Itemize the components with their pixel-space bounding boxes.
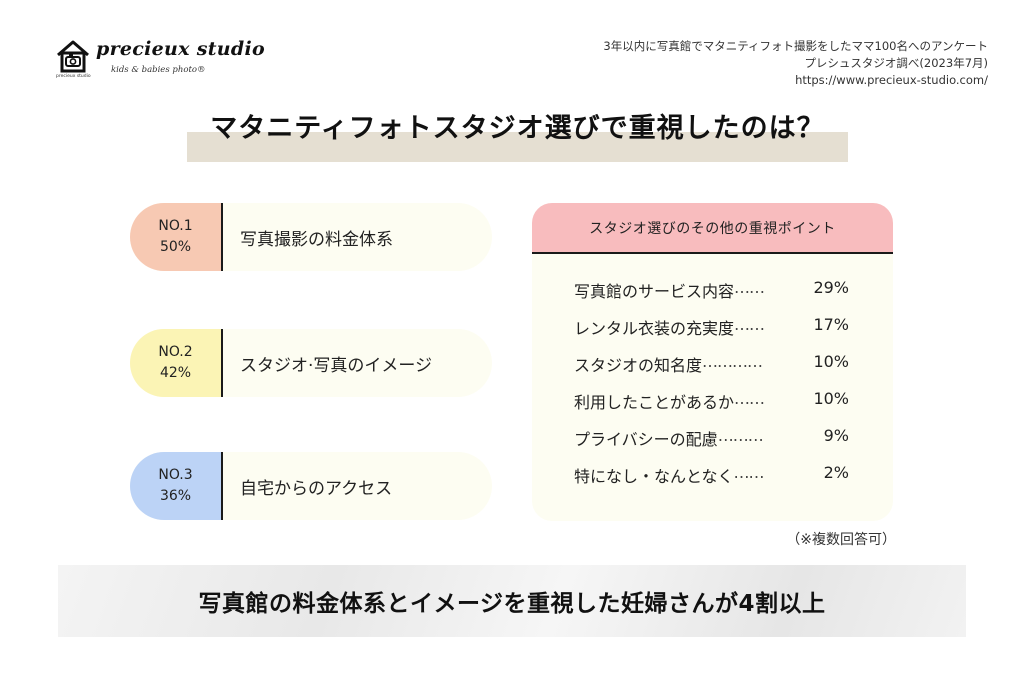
summary-banner: 写真館の料金体系とイメージを重視した妊婦さんが4割以上 <box>58 565 966 637</box>
list-item: プライバシーの配慮 ……… 9% <box>574 426 849 463</box>
source-credit: プレシュスタジオ調べ(2023年7月) <box>804 56 988 70</box>
rank-badge: NO.1 50% <box>130 203 221 271</box>
list-item: レンタル衣装の充実度 …… 17% <box>574 315 849 352</box>
list-item: 特になし・なんとなく …… 2% <box>574 463 849 500</box>
rank-number: NO.3 <box>158 467 193 483</box>
item-value: 10% <box>813 389 849 408</box>
rank-badge: NO.3 36% <box>130 452 221 520</box>
brand-logo: precieux studio kids & babies photo® pre… <box>55 36 265 84</box>
other-points-header: スタジオ選びのその他の重視ポイント <box>532 203 893 252</box>
multiple-answer-note: （※複数回答可） <box>786 532 896 548</box>
item-label: 利用したことがあるか <box>574 393 735 412</box>
item-leader: ……… <box>717 426 764 445</box>
item-leader: …… <box>734 315 765 334</box>
item-leader: …… <box>734 389 765 408</box>
house-icon <box>57 40 89 73</box>
list-item: 写真館のサービス内容 …… 29% <box>574 278 849 315</box>
item-leader: ………… <box>702 352 763 371</box>
summary-text: 写真館の料金体系とイメージを重視した妊婦さんが4割以上 <box>198 591 826 617</box>
item-label: レンタル衣装の充実度 <box>574 319 735 338</box>
item-value: 2% <box>823 463 849 482</box>
list-item: スタジオの知名度 ………… 10% <box>574 352 849 389</box>
rank-number: NO.2 <box>158 344 193 360</box>
list-item: 利用したことがあるか …… 10% <box>574 389 849 426</box>
rank-divider <box>221 329 223 397</box>
item-leader: …… <box>734 278 765 297</box>
title-highlight <box>187 132 848 162</box>
other-points-divider <box>532 252 893 254</box>
rank-percent: 42% <box>159 365 192 381</box>
rank-percent: 36% <box>159 488 192 504</box>
rank-label: 自宅からのアクセス <box>240 478 393 499</box>
source-survey: 3年以内に写真館でマタニティフォト撮影をしたママ100名へのアンケート <box>603 39 988 53</box>
item-value: 17% <box>813 315 849 334</box>
rank-percent: 50% <box>159 239 192 255</box>
logo-mini-text: precieux studio <box>56 74 91 79</box>
item-value: 9% <box>823 426 849 445</box>
rank-badge: NO.2 42% <box>130 329 221 397</box>
page-title: マタニティフォトスタジオ選びで重視したのは？ <box>210 113 825 144</box>
item-label: 特になし・なんとなく <box>574 467 734 486</box>
logo-name: precieux studio <box>96 38 265 60</box>
survey-source: 3年以内に写真館でマタニティフォト撮影をしたママ100名へのアンケート プレシュ… <box>603 38 988 89</box>
rank-number: NO.1 <box>158 218 193 234</box>
item-label: 写真館のサービス内容 <box>574 282 735 301</box>
logo-tagline: kids & babies photo® <box>111 65 206 75</box>
rank-label: 写真撮影の料金体系 <box>240 229 393 250</box>
ranking-item-3: NO.3 36% 自宅からのアクセス <box>130 452 492 520</box>
rank-divider <box>221 452 223 520</box>
other-points-list: 写真館のサービス内容 …… 29% レンタル衣装の充実度 …… 17% スタジオ… <box>574 278 849 500</box>
item-label: スタジオの知名度 <box>574 356 703 375</box>
ranking-item-2: NO.2 42% スタジオ·写真のイメージ <box>130 329 492 397</box>
ranking-item-1: NO.1 50% 写真撮影の料金体系 <box>130 203 492 271</box>
item-label: プライバシーの配慮 <box>574 430 718 449</box>
rank-divider <box>221 203 223 271</box>
item-leader: …… <box>733 463 765 482</box>
source-url: https://www.precieux-studio.com/ <box>795 73 988 87</box>
other-points-panel: スタジオ選びのその他の重視ポイント 写真館のサービス内容 …… 29% レンタル… <box>532 203 893 521</box>
item-value: 29% <box>813 278 849 297</box>
item-value: 10% <box>813 352 849 371</box>
rank-label: スタジオ·写真のイメージ <box>240 355 433 376</box>
